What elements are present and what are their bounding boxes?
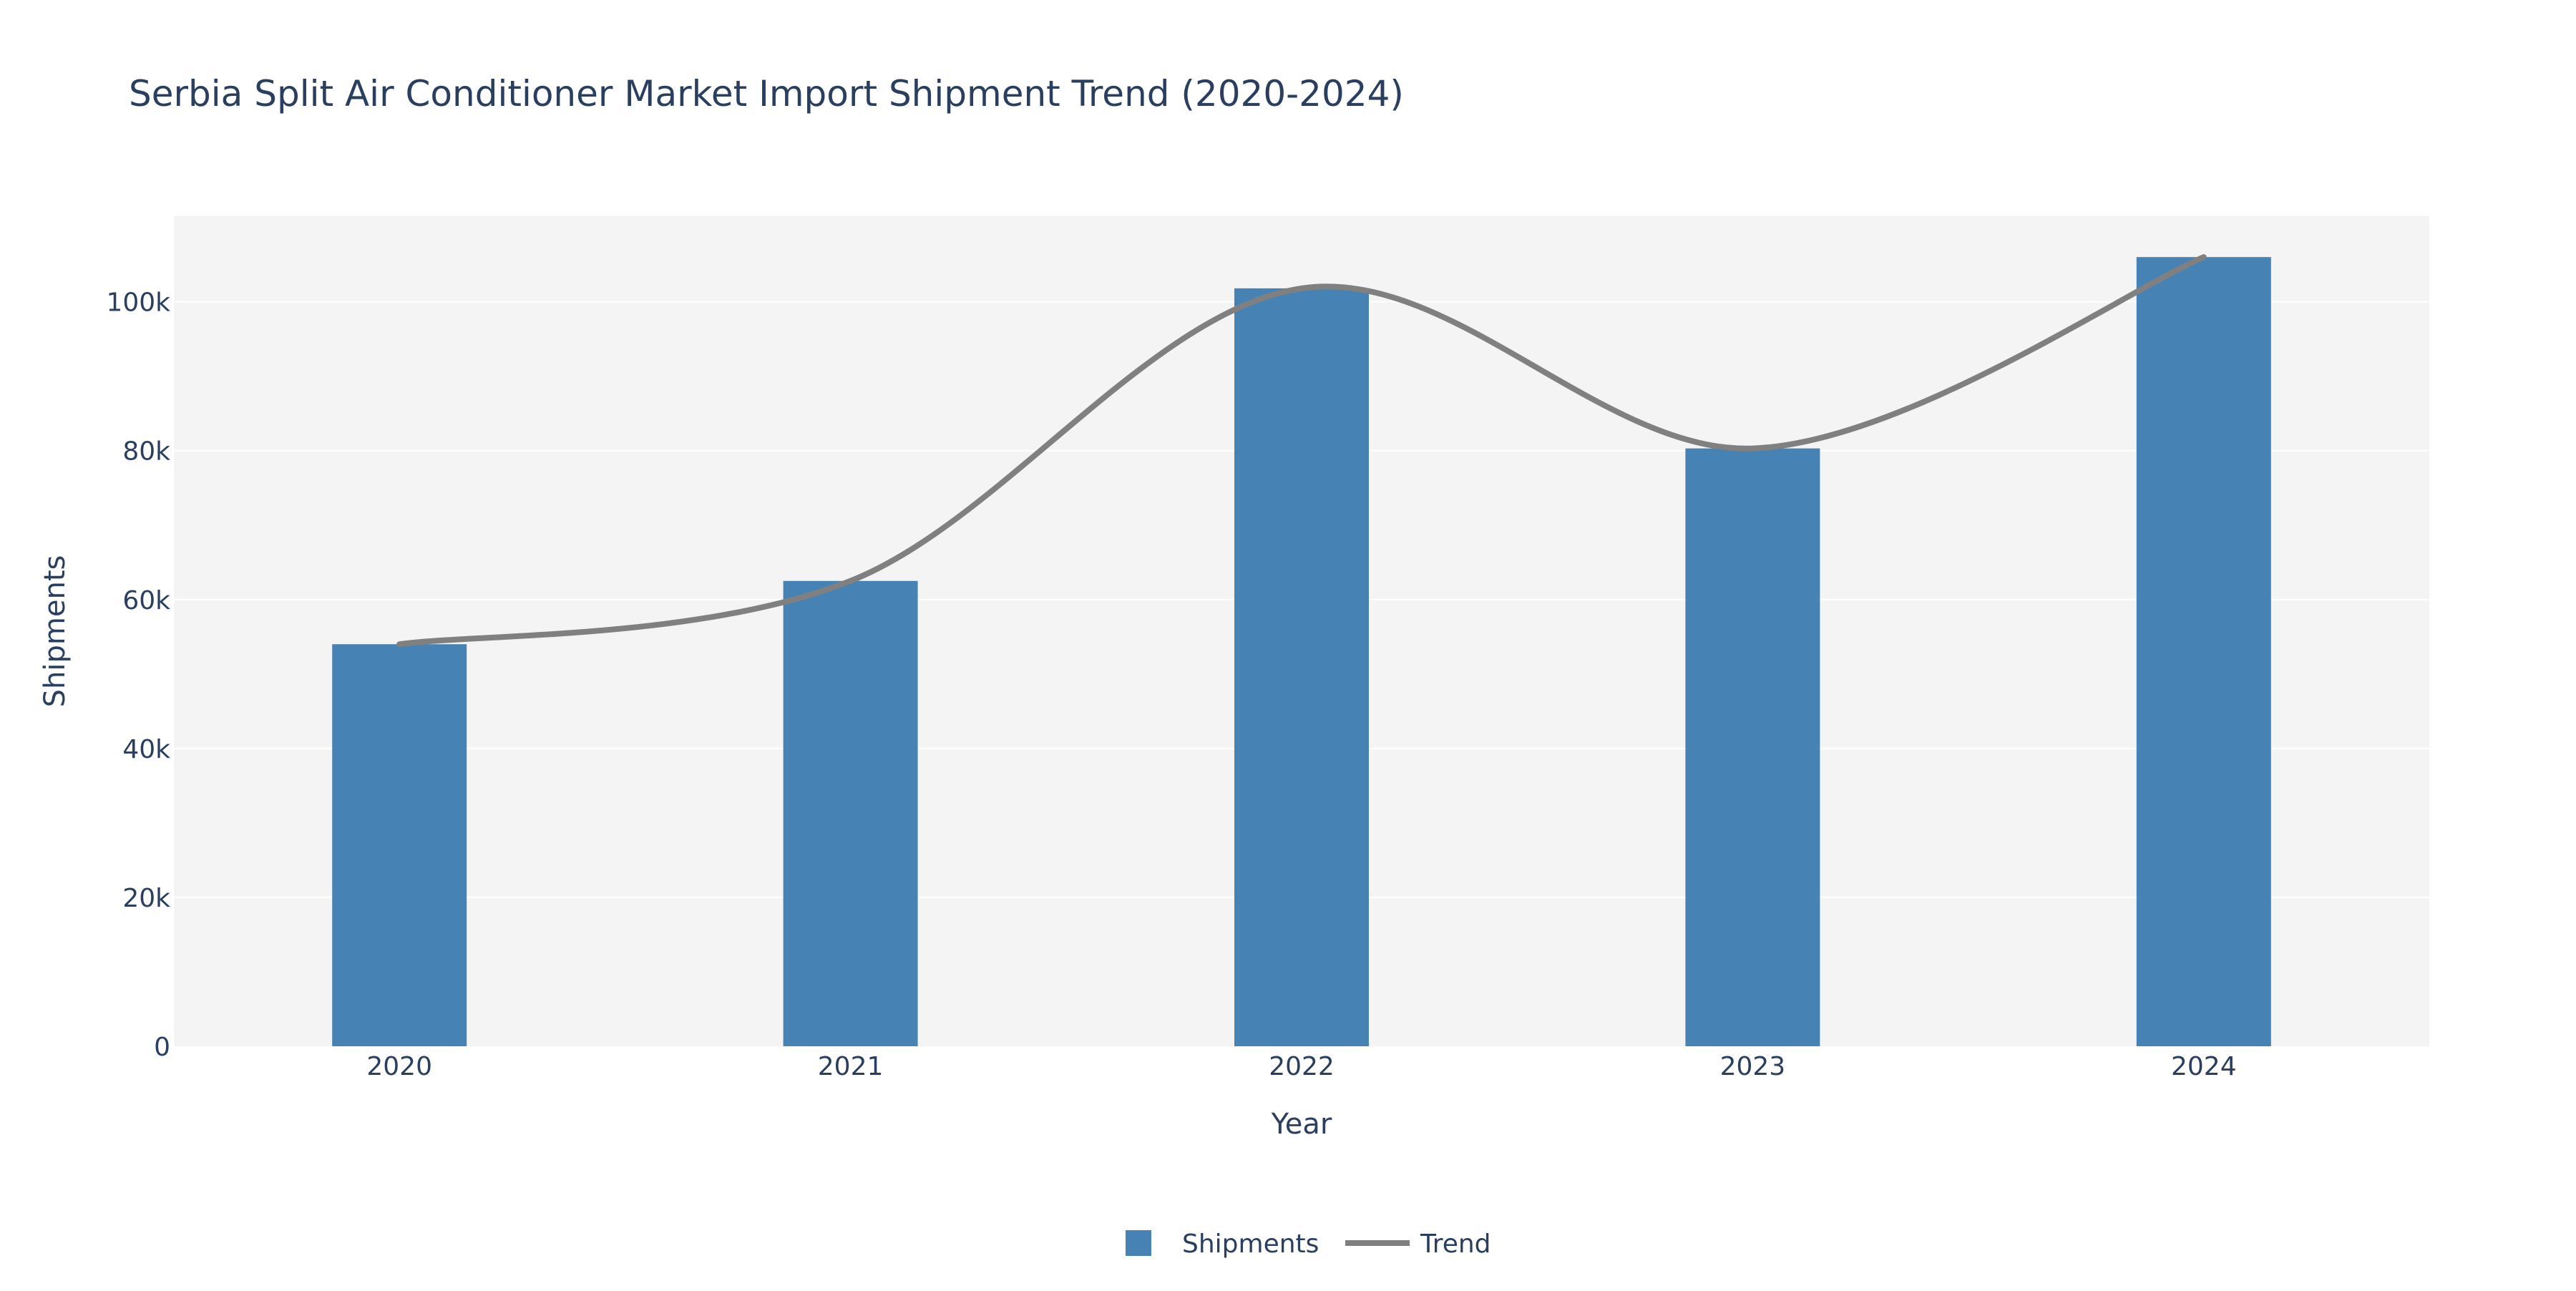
- y-tick-label: 20k: [122, 884, 170, 913]
- x-axis-title: Year: [1271, 1108, 1332, 1141]
- chart-title: Serbia Split Air Conditioner Market Impo…: [129, 73, 1404, 115]
- bar-series-shipments[interactable]: [332, 257, 2271, 1046]
- trend-line[interactable]: [396, 254, 2207, 648]
- bar[interactable]: [332, 644, 467, 1046]
- y-tick-label: 80k: [122, 437, 170, 467]
- y-tick-label: 60k: [122, 586, 170, 615]
- y-axis-title: Shipments: [39, 555, 72, 708]
- legend-label-trend: Trend: [1420, 1229, 1491, 1259]
- legend-item-trend[interactable]: Trend: [1345, 1229, 1491, 1259]
- bar[interactable]: [2136, 257, 2271, 1046]
- legend-swatch-shipments: [1126, 1230, 1151, 1256]
- x-tick-label: 2024: [2171, 1052, 2237, 1081]
- x-tick-label: 2022: [1269, 1052, 1335, 1081]
- legend: Shipments Trend: [1126, 1229, 1491, 1259]
- x-tick-label: 2023: [1720, 1052, 1786, 1081]
- legend-label-shipments: Shipments: [1182, 1229, 1319, 1259]
- y-tick-label: 40k: [122, 735, 170, 764]
- x-tick-label: 2021: [818, 1052, 884, 1081]
- bar[interactable]: [1685, 448, 1820, 1046]
- legend-item-shipments[interactable]: Shipments: [1126, 1229, 1319, 1259]
- line-series-trend[interactable]: [396, 254, 2207, 648]
- bar[interactable]: [1234, 288, 1369, 1046]
- bar[interactable]: [783, 580, 918, 1046]
- y-axis-ticks: 0 20k 40k 60k 80k 100k: [106, 288, 170, 1062]
- y-tick-label: 0: [154, 1033, 170, 1062]
- x-tick-label: 2020: [366, 1052, 432, 1081]
- y-tick-label: 100k: [106, 288, 170, 318]
- x-axis-ticks: 2020 2021 2022 2023 2024: [366, 1052, 2236, 1081]
